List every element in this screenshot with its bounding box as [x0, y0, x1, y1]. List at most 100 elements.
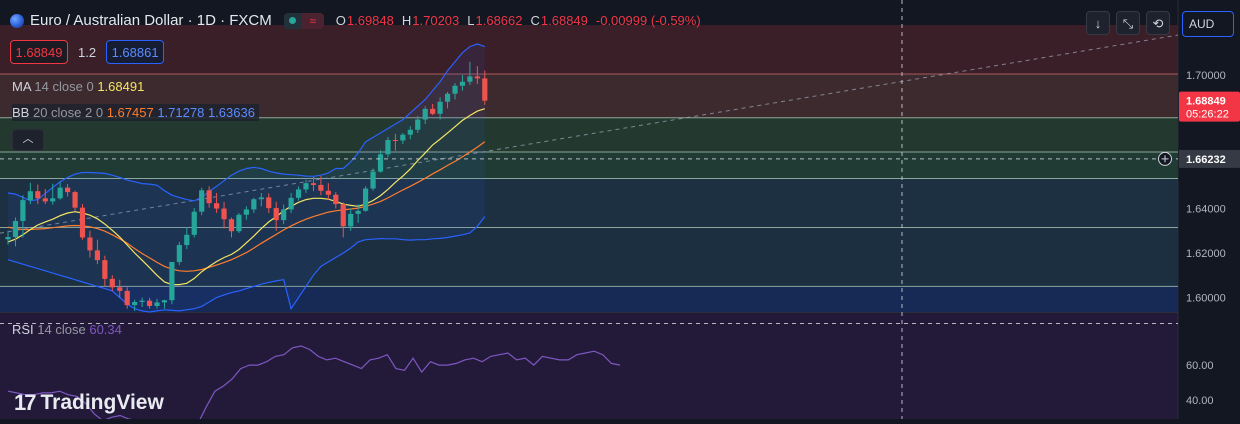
- candle-28: [214, 192, 220, 213]
- screenshot-icon[interactable]: ⟲: [1146, 11, 1170, 35]
- rsi-legend[interactable]: RSI 14 close 60.34: [12, 322, 122, 337]
- candle-body: [310, 183, 317, 185]
- candle-body: [221, 208, 227, 220]
- candle-47: [355, 204, 361, 223]
- candle-57: [430, 103, 436, 116]
- close-value: C1.68849: [530, 13, 588, 28]
- high-value: H1.70203: [401, 13, 460, 28]
- candle-18: [139, 297, 145, 307]
- candle-25: [191, 208, 197, 238]
- tradingview-logo[interactable]: 17 TradingView: [14, 390, 164, 416]
- ma-name: MA: [12, 79, 31, 94]
- last-price-tag: [1179, 91, 1240, 122]
- candle-body: [452, 85, 458, 94]
- candle-44: [333, 192, 339, 209]
- candle-body: [318, 184, 324, 191]
- arrow-down-icon[interactable]: ↓: [1086, 11, 1110, 35]
- candle-body: [377, 154, 384, 172]
- open-value: O1.69848: [335, 13, 394, 28]
- crosshair-price-label: 1.66232: [1186, 154, 1226, 166]
- bb-params: 20 close 2 0: [32, 105, 104, 120]
- candle-body: [392, 140, 398, 142]
- candle-body: [295, 189, 302, 198]
- candle-body: [385, 140, 391, 155]
- trade-panel: 1.68849 1.2 1.68861: [10, 40, 165, 64]
- candle-body: [266, 197, 272, 209]
- candle-11: [87, 230, 93, 258]
- candle-body: [444, 93, 451, 102]
- candle-37: [281, 204, 287, 225]
- candle-10: [79, 204, 86, 240]
- candle-body: [184, 234, 190, 246]
- market-status[interactable]: ≈: [283, 12, 324, 29]
- candle-body: [251, 199, 257, 210]
- candle-body: [459, 81, 466, 86]
- candle-0: [5, 230, 11, 245]
- candle-29: [221, 201, 227, 229]
- price-tick-label: 1.60000: [1186, 293, 1226, 305]
- price-tick-label: 1.64000: [1186, 204, 1226, 216]
- candle-19: [146, 297, 153, 309]
- candle-30: [228, 217, 235, 238]
- rsi-pane: [7, 345, 621, 424]
- ma-params: 14 close 0: [34, 79, 94, 94]
- ma-legend[interactable]: MA 14 close 0 1.68491: [12, 79, 144, 94]
- candle-23: [176, 241, 182, 266]
- bb-lower-value: 1.63636: [207, 105, 255, 120]
- sell-button[interactable]: 1.68849: [10, 40, 68, 64]
- crosshair-icon[interactable]: [1158, 151, 1172, 166]
- candle-body: [340, 204, 346, 227]
- candle-32: [243, 206, 249, 220]
- candle-body: [474, 76, 480, 79]
- ma-line: [7, 108, 485, 286]
- bb-legend[interactable]: BB 20 close 2 0 1.67457 1.71278 1.63636: [12, 104, 259, 121]
- candle-body: [415, 119, 421, 130]
- candle-body: [139, 300, 145, 302]
- candle-21: [161, 299, 168, 309]
- candle-4: [35, 184, 41, 205]
- candle-36: [273, 201, 279, 231]
- candle-35: [266, 193, 272, 213]
- bb-basis-value: 1.67457: [106, 105, 154, 120]
- candle-12: [94, 239, 100, 265]
- rsi-value: 60.34: [89, 322, 122, 337]
- symbol-title[interactable]: Euro / Australian Dollar · 1D · FXCM: [30, 12, 272, 29]
- candle-45: [340, 202, 346, 238]
- low-value: L1.68662: [467, 13, 523, 28]
- zone-band-3: [0, 152, 1178, 179]
- chart-toolbar: ↓ ⤡ ⟲: [1086, 11, 1170, 35]
- candle-42: [318, 176, 324, 196]
- candle-2: [20, 195, 26, 238]
- collapse-icon[interactable]: ⤡: [1116, 11, 1140, 35]
- chevron-up-icon[interactable]: ︿: [12, 129, 44, 151]
- candle-24: [184, 227, 190, 250]
- candle-body: [191, 211, 197, 235]
- ma-value: 1.68491: [97, 79, 145, 94]
- last-price-label: 1.68849: [1186, 96, 1226, 108]
- candle-body: [228, 219, 235, 232]
- buy-button[interactable]: 1.68861: [106, 40, 165, 64]
- candle-59: [444, 91, 451, 109]
- candle-body: [109, 278, 115, 288]
- candle-body: [333, 194, 339, 205]
- bb-upper-line: [7, 43, 486, 202]
- bb-lower-line: [7, 216, 486, 313]
- candle-body: [50, 198, 56, 202]
- candle-34: [258, 192, 264, 207]
- candle-63: [474, 66, 480, 84]
- candle-body: [243, 209, 249, 215]
- candle-15: [117, 279, 123, 298]
- candle-50: [377, 150, 384, 173]
- candle-body: [161, 300, 168, 303]
- countdown-label: 05:26:22: [1186, 109, 1229, 121]
- candle-38: [288, 192, 294, 213]
- candle-9: [72, 190, 78, 211]
- currency-selector[interactable]: AUD: [1182, 11, 1234, 37]
- status-dot-icon: [283, 12, 302, 29]
- candle-body: [482, 78, 488, 101]
- crosshair-price-tag: [1179, 149, 1240, 168]
- candle-22: [169, 261, 175, 305]
- price-axis: 1.720001.700001.640001.620001.6000060.00…: [1179, 26, 1240, 407]
